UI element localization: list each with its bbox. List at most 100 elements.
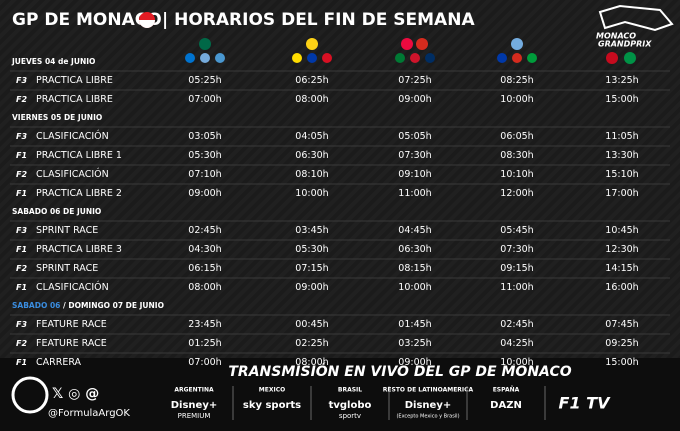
time: 12:30h	[605, 244, 638, 255]
time: 02:45h	[188, 225, 221, 236]
broadcaster: tvglobo	[329, 400, 372, 411]
broadcaster-note: sportv	[339, 412, 361, 420]
broadcaster-note: PREMIUM	[178, 412, 211, 420]
time: 06:30h	[398, 244, 431, 255]
series-badge: F3	[16, 320, 27, 329]
time: 08:00h	[188, 282, 221, 293]
session: CLASIFICACIÓN	[36, 130, 109, 142]
time: 06:30h	[295, 150, 328, 161]
series-badge: F2	[16, 264, 27, 273]
broadcaster-note: (Excepto Mexico y Brasil)	[396, 414, 459, 420]
time: 05:05h	[398, 131, 431, 142]
session: SPRINT RACE	[36, 225, 98, 236]
time: 06:15h	[188, 263, 221, 274]
time: 09:00h	[188, 188, 221, 199]
time: 04:25h	[500, 338, 533, 349]
time: 08:00h	[295, 357, 328, 368]
region: RESTO DE LATINOAMERICA	[383, 387, 474, 394]
time: 11:05h	[605, 131, 638, 142]
time: 11:00h	[398, 188, 431, 199]
session: PRACTICA LIBRE 3	[36, 244, 122, 255]
day-label: VIERNES 05 DE JUNIO	[12, 113, 102, 122]
time: 14:15h	[605, 263, 638, 274]
footer-title: TRANSMISIÓN EN VIVO DEL GP DE MONACO	[228, 362, 571, 380]
day-label: SABADO 06 DE JUNIO	[12, 207, 101, 216]
series-badge: F1	[16, 283, 27, 292]
time: 05:25h	[188, 75, 221, 86]
time: 17:00h	[605, 188, 638, 199]
time: 06:05h	[500, 131, 533, 142]
time: 07:10h	[188, 169, 221, 180]
region: BRASIL	[338, 387, 362, 394]
time: 16:00h	[605, 282, 638, 293]
time: 15:00h	[605, 357, 638, 368]
time: 03:25h	[398, 338, 431, 349]
series-badge: F1	[16, 151, 27, 160]
session: CLASIFICACIÓN	[36, 281, 109, 293]
day-label: JUEVES 04 de JUNIO	[11, 57, 95, 66]
broadcaster: Disney+	[405, 400, 451, 411]
time: 09:10h	[398, 169, 431, 180]
time: 07:30h	[500, 244, 533, 255]
session: FEATURE RACE	[36, 319, 107, 330]
time: 07:00h	[188, 94, 221, 105]
time: 13:25h	[605, 75, 638, 86]
session: CARRERA	[36, 357, 82, 368]
broadcaster: F1 TV	[559, 394, 612, 413]
time: 04:05h	[295, 131, 328, 142]
series-badge: F3	[16, 226, 27, 235]
time: 07:15h	[295, 263, 328, 274]
flag-monaco-half	[139, 20, 155, 28]
time: 09:25h	[605, 338, 638, 349]
time: 04:30h	[188, 244, 221, 255]
series-badge: F1	[16, 245, 27, 254]
time: 08:25h	[500, 75, 533, 86]
time: 10:00h	[295, 188, 328, 199]
day-header: JUEVES 04 de JUNIO	[11, 57, 95, 66]
time: 05:30h	[188, 150, 221, 161]
time: 05:45h	[500, 225, 533, 236]
title: GP DE MONACO	[12, 10, 162, 30]
day-accent: SABADO 06	[12, 301, 60, 310]
time: 03:45h	[295, 225, 328, 236]
day-header: SABADO 06 / DOMINGO 07 DE JUNIO	[12, 301, 164, 310]
day-header: VIERNES 05 DE JUNIO	[12, 113, 102, 122]
time: 09:00h	[398, 94, 431, 105]
time: 04:45h	[398, 225, 431, 236]
day-header: SABADO 06 DE JUNIO	[12, 207, 101, 216]
broadcaster: sky sports	[243, 400, 301, 411]
time: 08:00h	[295, 94, 328, 105]
time: 13:30h	[605, 150, 638, 161]
session: SPRINT RACE	[36, 263, 98, 274]
time: 11:00h	[500, 282, 533, 293]
day-label: / DOMINGO 07 DE JUNIO	[60, 301, 164, 310]
region: ESPAÑA	[493, 387, 520, 394]
session: CLASIFICACIÓN	[36, 168, 109, 180]
social-icons: 𝕏 ◎ @	[52, 386, 99, 402]
session: PRACTICA LIBRE 1	[36, 150, 122, 161]
time: 10:00h	[500, 357, 533, 368]
time: 09:15h	[500, 263, 533, 274]
session: PRACTICA LIBRE	[36, 94, 113, 105]
time: 02:25h	[295, 338, 328, 349]
time: 01:45h	[398, 319, 431, 330]
time: 00:45h	[295, 319, 328, 330]
flags	[185, 38, 636, 64]
handle: @FormulaArgOK	[48, 408, 130, 419]
region: MEXICO	[259, 387, 285, 394]
time: 12:00h	[500, 188, 533, 199]
series-badge: F2	[16, 339, 27, 348]
time: 07:25h	[398, 75, 431, 86]
time: 01:25h	[188, 338, 221, 349]
time: 10:45h	[605, 225, 638, 236]
series-badge: F3	[16, 76, 27, 85]
time: 09:00h	[398, 357, 431, 368]
broadcaster: DAZN	[490, 400, 522, 411]
broadcaster: Disney+	[171, 400, 217, 411]
time: 23:45h	[188, 319, 221, 330]
time: 08:30h	[500, 150, 533, 161]
logo-bottom: GRANDPRIX	[598, 40, 652, 49]
time: 08:15h	[398, 263, 431, 274]
time: 06:25h	[295, 75, 328, 86]
